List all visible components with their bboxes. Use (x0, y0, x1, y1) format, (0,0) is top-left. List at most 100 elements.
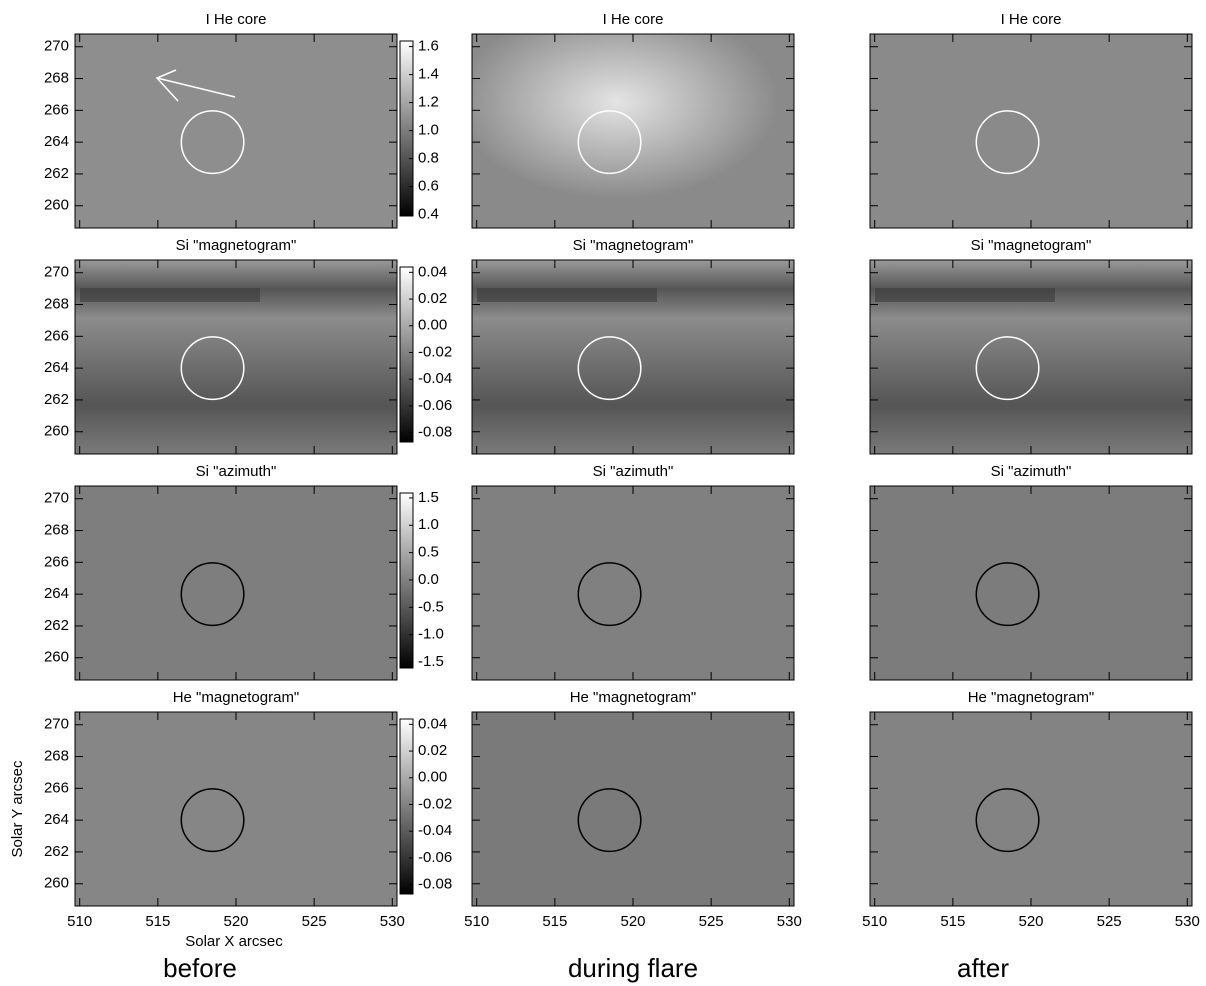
colorbar-tick-label: 0.02 (418, 742, 447, 759)
y-tick-label: 262 (44, 617, 69, 634)
y-tick-label: 260 (44, 423, 69, 440)
y-tick-label: 270 (44, 716, 69, 733)
colorbar-tick-label: 0.04 (418, 715, 447, 732)
y-tick-label: 262 (44, 391, 69, 408)
colorbar-tick-label: 0.5 (418, 544, 439, 561)
colorbar-tick-label: -0.04 (418, 370, 452, 387)
x-tick-label: 525 (699, 913, 724, 930)
x-tick-label: 530 (1175, 913, 1200, 930)
colorbar-tick-label: 1.5 (418, 489, 439, 506)
y-tick-label: 266 (44, 327, 69, 344)
y-tick-label: 264 (44, 585, 69, 602)
y-tick-label: 264 (44, 359, 69, 376)
image (75, 34, 397, 228)
panel-title: He "magnetogram" (968, 689, 1095, 706)
image (472, 486, 794, 680)
y-tick-label: 266 (44, 779, 69, 796)
region-circle (975, 562, 1040, 627)
image-feature (477, 288, 657, 302)
colorbar-tick-label: 0.04 (418, 263, 447, 280)
x-tick-label: 510 (67, 913, 92, 930)
column-label: during flare (568, 953, 698, 983)
panel-title: Si "azimuth" (593, 463, 674, 480)
image (75, 486, 397, 680)
x-tick-label: 530 (380, 913, 405, 930)
region-circle (577, 110, 642, 175)
y-tick-label: 270 (44, 38, 69, 55)
x-tick-label: 510 (464, 913, 489, 930)
colorbar (399, 40, 414, 217)
y-tick-label: 270 (44, 490, 69, 507)
x-tick-label: 520 (620, 913, 645, 930)
image (472, 34, 794, 228)
colorbar-tick-label: 1.4 (418, 66, 439, 83)
colorbar-tick-label: 0.00 (418, 317, 447, 334)
panel-title: Si "magnetogram" (176, 237, 297, 254)
region-circle (577, 788, 642, 853)
image (870, 34, 1192, 228)
colorbar (399, 266, 414, 443)
colorbar-tick-label: -0.06 (418, 849, 452, 866)
region-circle (975, 110, 1040, 175)
x-axis-label: Solar X arcsec (185, 933, 283, 950)
colorbar-tick-label: -0.08 (418, 424, 452, 441)
image-feature (875, 288, 1055, 302)
image (472, 712, 794, 906)
region-circle (577, 562, 642, 627)
y-tick-label: 268 (44, 747, 69, 764)
colorbar-tick-label: -1.5 (418, 653, 444, 670)
colorbar-tick-label: -1.0 (418, 626, 444, 643)
x-tick-label: 515 (145, 913, 170, 930)
y-tick-label: 268 (44, 521, 69, 538)
panel-title: I He core (1001, 11, 1062, 28)
y-tick-label: 264 (44, 133, 69, 150)
panel-title: I He core (206, 11, 267, 28)
x-tick-label: 510 (862, 913, 887, 930)
panel-title: He "magnetogram" (570, 689, 697, 706)
arrow-head (155, 69, 179, 102)
region-circle (577, 336, 642, 401)
colorbar (399, 492, 414, 669)
colorbar-tick-label: 1.0 (418, 516, 439, 533)
colorbar-tick-label: 0.8 (418, 150, 439, 167)
colorbar (399, 718, 414, 895)
y-tick-label: 270 (44, 264, 69, 281)
colorbar-tick-label: 0.4 (418, 206, 439, 223)
panel-title: Si "azimuth" (196, 463, 277, 480)
region-circle (180, 336, 245, 401)
arrow (156, 77, 236, 98)
x-tick-label: 525 (1097, 913, 1122, 930)
colorbar-tick-label: -0.04 (418, 822, 452, 839)
colorbar-tick-label: 1.2 (418, 94, 439, 111)
image (870, 712, 1192, 906)
y-tick-label: 260 (44, 649, 69, 666)
panel-title: Si "azimuth" (991, 463, 1072, 480)
image (75, 712, 397, 906)
colorbar-tick-label: 0.02 (418, 290, 447, 307)
y-tick-label: 260 (44, 875, 69, 892)
y-tick-label: 260 (44, 197, 69, 214)
y-tick-label: 262 (44, 843, 69, 860)
x-tick-label: 530 (777, 913, 802, 930)
x-tick-label: 520 (223, 913, 248, 930)
colorbar-tick-label: 1.0 (418, 122, 439, 139)
column-label: before (163, 953, 237, 983)
region-circle (180, 110, 245, 175)
colorbar-tick-label: 1.6 (418, 38, 439, 55)
colorbar-tick-label: -0.5 (418, 598, 444, 615)
colorbar-tick-label: -0.08 (418, 876, 452, 893)
panel-title: I He core (603, 11, 664, 28)
y-tick-label: 266 (44, 553, 69, 570)
x-tick-label: 515 (542, 913, 567, 930)
x-tick-label: 520 (1018, 913, 1043, 930)
colorbar-tick-label: -0.06 (418, 397, 452, 414)
region-circle (180, 562, 245, 627)
region-circle (975, 336, 1040, 401)
y-tick-label: 262 (44, 165, 69, 182)
colorbar-tick-label: 0.00 (418, 769, 447, 786)
y-axis-label: Solar Y arcsec (9, 760, 26, 857)
y-tick-label: 268 (44, 69, 69, 86)
x-tick-label: 515 (940, 913, 965, 930)
colorbar-tick-label: -0.02 (418, 795, 452, 812)
panel-title: Si "magnetogram" (971, 237, 1092, 254)
